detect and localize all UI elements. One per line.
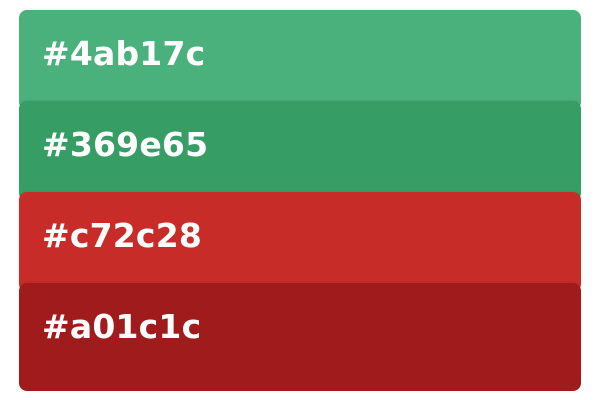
color-swatch[interactable]: #369e65 xyxy=(19,101,581,201)
swatch-hex-label: #c72c28 xyxy=(42,216,203,255)
swatch-hex-label: #4ab17c xyxy=(42,34,206,73)
color-swatch[interactable]: #4ab17c xyxy=(19,10,581,110)
color-palette: #4ab17c #369e65 #c72c28 #a01c1c xyxy=(19,10,581,391)
color-swatch[interactable]: #a01c1c xyxy=(19,283,581,391)
swatch-hex-label: #369e65 xyxy=(42,125,209,164)
color-swatch[interactable]: #c72c28 xyxy=(19,192,581,292)
swatch-hex-label: #a01c1c xyxy=(42,307,202,346)
